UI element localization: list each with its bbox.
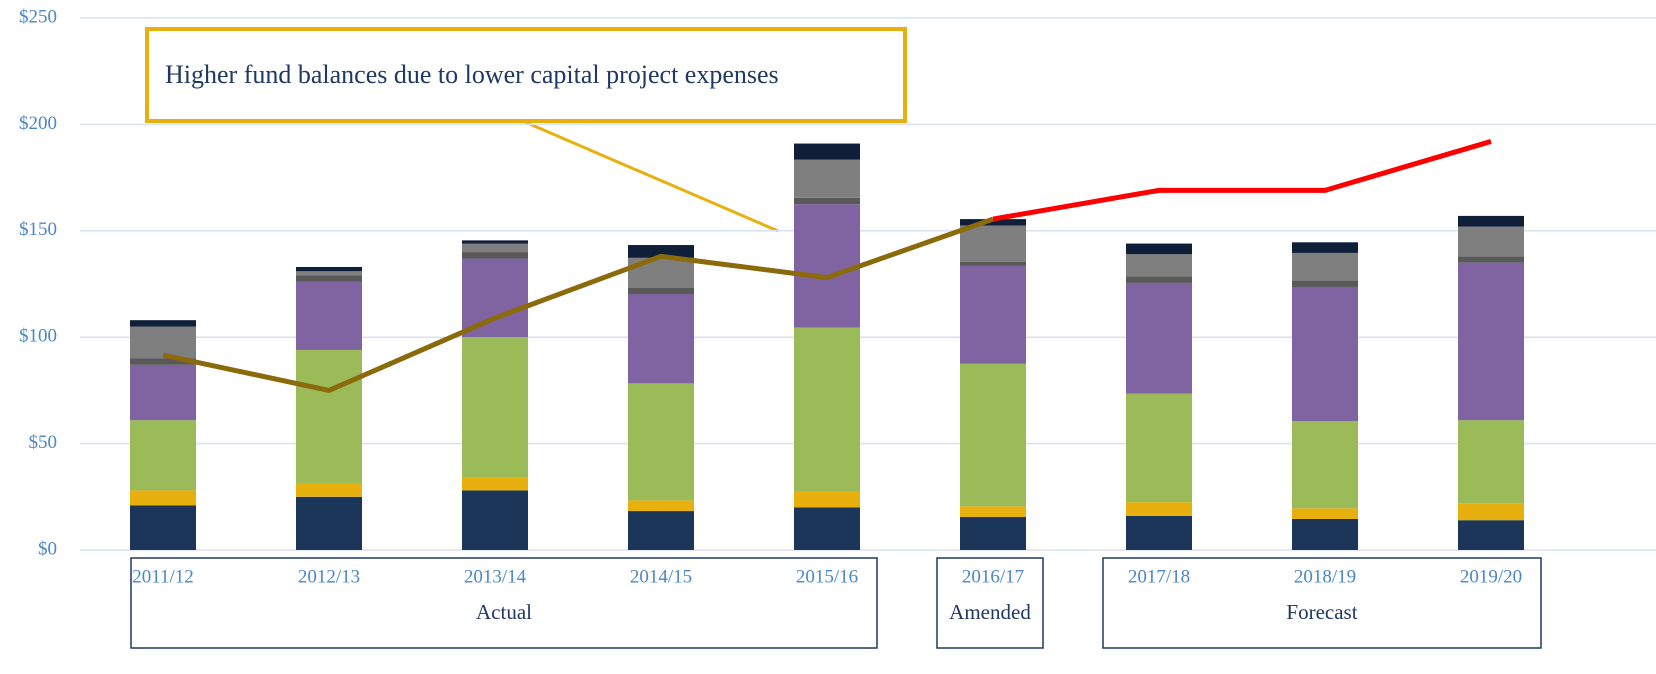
bar-segment: [1458, 503, 1524, 521]
bar-segment: [130, 490, 196, 506]
bar-segment: [1292, 421, 1358, 509]
y-tick-label: $0: [38, 538, 57, 559]
bar-segment: [296, 266, 362, 272]
bar-segment: [130, 505, 196, 550]
group-box: [936, 557, 1044, 649]
y-tick-label: $50: [29, 432, 58, 453]
bar-segment: [1458, 215, 1524, 227]
bar-segment: [296, 281, 362, 350]
bar-segment: [794, 327, 860, 492]
bar-segment: [130, 420, 196, 491]
group-label: Amended: [949, 600, 1031, 624]
x-tick-label: 2014/15: [630, 566, 692, 587]
bar-segment: [1126, 243, 1192, 255]
bar-segment: [794, 507, 860, 550]
line: [162, 216, 994, 393]
bar-segment: [462, 240, 528, 244]
bar-segment: [1126, 276, 1192, 283]
bar-segment: [1126, 515, 1192, 550]
y-tick-label: $150: [19, 219, 57, 240]
bar-segment: [628, 500, 694, 512]
x-tick-label: 2011/12: [132, 566, 194, 587]
bar-segment: [1458, 420, 1524, 504]
bar-segment: [462, 337, 528, 478]
bar-segment: [130, 326, 196, 359]
bar-segment: [628, 383, 694, 501]
bar-segment: [296, 496, 362, 550]
bar-segment: [628, 294, 694, 384]
bar-segment: [1126, 502, 1192, 516]
annotation-pointer: [524, 120, 779, 233]
bar-segment: [628, 511, 694, 550]
x-tick-label: 2019/20: [1460, 566, 1522, 587]
y-tick-label: $100: [19, 326, 57, 347]
group-label: Actual: [476, 600, 532, 624]
bar-segment: [462, 477, 528, 491]
bar-segment: [960, 225, 1026, 262]
group-box: [1102, 557, 1542, 649]
bar-segment: [1292, 508, 1358, 519]
annotation-box: [145, 27, 907, 123]
bar-segment: [462, 490, 528, 550]
bar-segment: [960, 265, 1026, 364]
bar-segment: [628, 245, 694, 258]
x-tick-label: 2013/14: [464, 566, 527, 587]
bar-segment: [960, 363, 1026, 507]
bar-segment: [1458, 256, 1524, 263]
bar-segment: [296, 271, 362, 276]
x-tick-label: 2017/18: [1128, 566, 1190, 587]
annotation: Higher fund balances due to lower capita…: [165, 60, 779, 89]
bar-segment: [794, 491, 860, 508]
bar-segment: [960, 261, 1026, 266]
bar-segment: [1292, 242, 1358, 253]
group-box: [130, 557, 878, 649]
x-tick-label: 2015/16: [796, 566, 858, 587]
bar-segment: [130, 364, 196, 421]
bar-segment: [1126, 393, 1192, 503]
group-label: Forecast: [1286, 600, 1357, 624]
line: [992, 139, 1492, 222]
y-tick-label: $250: [19, 6, 57, 27]
bar-segment: [628, 287, 694, 295]
bar-segment: [1292, 252, 1358, 281]
bar-segment: [1458, 226, 1524, 257]
bar-segment: [1292, 280, 1358, 287]
bar-segment: [1292, 286, 1358, 422]
x-tick-label: 2016/17: [962, 566, 1024, 587]
x-tick-label: 2018/19: [1294, 566, 1356, 587]
bar-segment: [1126, 282, 1192, 394]
bar-segment: [960, 219, 1026, 226]
bar-segment: [462, 258, 528, 338]
x-tick-label: 2012/13: [298, 566, 360, 587]
bar-segment: [130, 320, 196, 327]
bar-segment: [296, 349, 362, 483]
bar-segment: [794, 204, 860, 328]
y-tick-label: $200: [19, 113, 57, 134]
bar-segment: [1458, 262, 1524, 421]
bar-segment: [794, 159, 860, 198]
bar-segment: [462, 252, 528, 259]
bar-segment: [296, 275, 362, 282]
bar-segment: [960, 517, 1026, 550]
bar-segment: [1458, 520, 1524, 550]
bar-segment: [960, 506, 1026, 518]
bar-segment: [1126, 254, 1192, 277]
bar-segment: [794, 197, 860, 205]
bar-segment: [794, 143, 860, 160]
bar-segment: [462, 243, 528, 253]
bar-segment: [296, 482, 362, 497]
bar-segment: [130, 358, 196, 365]
bar-segment: [1292, 518, 1358, 550]
